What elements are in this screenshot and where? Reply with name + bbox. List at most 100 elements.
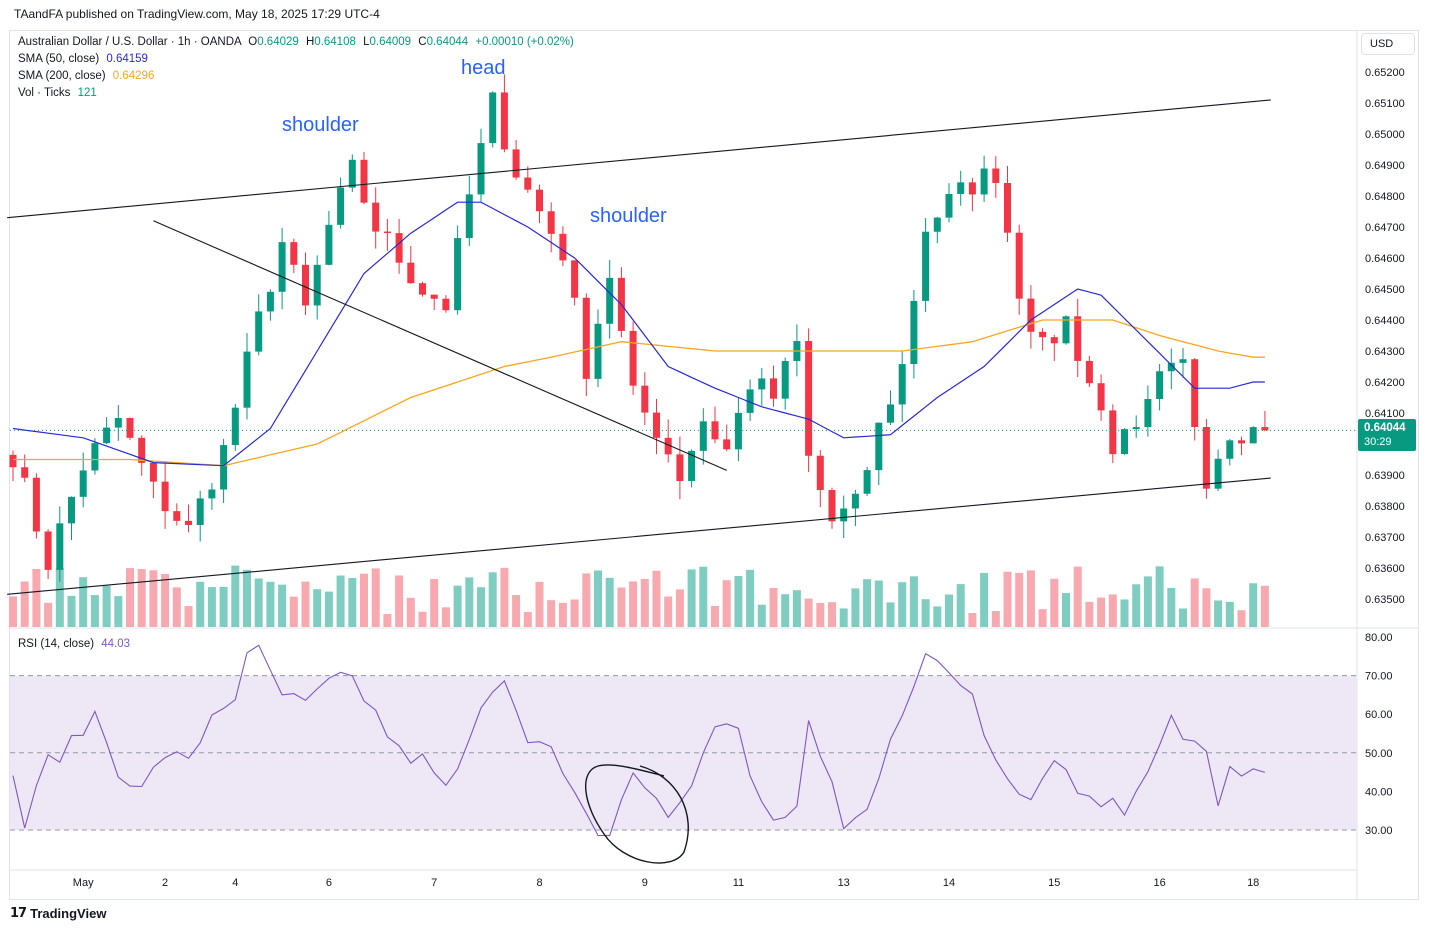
legend-sma200[interactable]: SMA (200, close) 0.64296	[18, 70, 154, 82]
legend-high-label: H	[305, 36, 315, 48]
candle-body	[758, 378, 766, 390]
legend-high: 0.64108	[314, 36, 356, 48]
candle-body	[933, 217, 941, 232]
volume-bar	[1120, 599, 1129, 627]
candle	[278, 227, 286, 310]
volume-bar	[769, 587, 778, 627]
candle	[1238, 436, 1245, 456]
candle-body	[21, 467, 29, 478]
candle	[957, 170, 965, 206]
candle-body	[1050, 337, 1058, 344]
legend-symbol[interactable]: Australian Dollar / U.S. Dollar · 1h · O…	[18, 36, 242, 48]
candle	[571, 260, 579, 306]
volume-bar	[465, 577, 474, 627]
candle	[875, 422, 883, 486]
candle	[980, 155, 988, 203]
rsi-tick-label: 70.00	[1365, 671, 1393, 683]
candle-body	[582, 297, 590, 379]
candle	[945, 183, 953, 223]
legend-close-label: C	[418, 36, 427, 48]
candle	[1004, 165, 1011, 243]
volume-bar	[289, 596, 298, 627]
volume-bar	[886, 602, 895, 627]
candle-body	[220, 445, 228, 490]
candle	[1261, 410, 1269, 432]
volume-bar	[804, 598, 813, 627]
time-axis-ticks: May 2 4 6 7 8 9 11 13 14 15 16 18	[73, 877, 1260, 889]
tradingview-brand[interactable]: 𝟭𝟳 TradingView	[10, 905, 106, 921]
candle-body	[1179, 359, 1187, 363]
price-tick-label: 0.63900	[1365, 470, 1405, 482]
candle	[325, 210, 333, 266]
candle	[196, 490, 204, 542]
candle-body	[992, 168, 1000, 183]
candle-body	[547, 211, 555, 234]
volume-bar	[781, 594, 790, 627]
candle-body	[395, 233, 403, 263]
volume-bar	[757, 604, 766, 627]
candle-body	[1249, 427, 1257, 444]
time-tick-label: 14	[943, 877, 955, 889]
volume-bar	[828, 602, 836, 627]
rsi-line	[12, 644, 1266, 837]
candle-body	[56, 523, 64, 570]
currency-button[interactable]: USD	[1361, 33, 1415, 55]
candle	[1191, 357, 1199, 441]
price-tick-label: 0.65200	[1365, 67, 1405, 79]
volume-bar	[851, 588, 860, 627]
candle-body	[185, 520, 192, 525]
candle	[863, 466, 871, 496]
candle-body	[1167, 362, 1175, 372]
candle-body	[1191, 359, 1199, 428]
candle-body	[641, 385, 649, 413]
volume-bar	[570, 599, 579, 627]
legend-low-label: L	[363, 36, 370, 48]
sma50-label: SMA (50, close)	[18, 53, 100, 65]
volume-bar	[1214, 600, 1223, 627]
candle-body	[559, 233, 567, 261]
legend-volume[interactable]: Vol · Ticks 121	[18, 87, 97, 99]
candle	[968, 177, 976, 212]
sma50-value: 0.64159	[106, 53, 148, 65]
price-tick-label: 0.64900	[1365, 160, 1405, 172]
legend-rsi[interactable]: RSI (14, close) 44.03	[18, 638, 130, 650]
candle	[255, 294, 263, 356]
candle	[337, 177, 345, 229]
candle-body	[746, 389, 754, 413]
candle	[56, 506, 64, 582]
candle-body	[114, 418, 122, 428]
candle-body	[477, 143, 485, 195]
candle	[91, 438, 99, 475]
rsi-tick-label: 30.00	[1365, 825, 1393, 837]
volume-bar	[1003, 571, 1012, 627]
candle-body	[103, 427, 111, 444]
price-tick-label: 0.64100	[1365, 408, 1405, 420]
candle-body	[594, 323, 602, 379]
candle-body	[372, 202, 380, 232]
volume-bar	[79, 577, 88, 627]
legend-sma50[interactable]: SMA (50, close) 0.64159	[18, 53, 148, 65]
volume-bar	[816, 602, 825, 627]
volume-bars	[9, 565, 1269, 627]
volume-bar	[909, 576, 918, 627]
candle	[711, 406, 719, 444]
candle	[243, 333, 251, 420]
candle-body	[1027, 298, 1035, 332]
candle	[512, 139, 520, 180]
volume-bar	[1143, 576, 1152, 627]
legend-close: 0.64044	[426, 36, 469, 48]
volume-label: Vol · Ticks	[18, 87, 71, 99]
candle-body	[1004, 182, 1011, 233]
candle	[1050, 334, 1058, 361]
volume-bar	[395, 575, 404, 627]
time-tick-label: 9	[642, 877, 648, 889]
candle-body	[699, 421, 707, 451]
price-tick-label: 0.65000	[1365, 129, 1405, 141]
candle	[688, 449, 696, 488]
volume-bar	[558, 602, 567, 627]
candle-body	[922, 231, 930, 301]
volume-bar	[746, 569, 755, 627]
candle	[594, 309, 602, 388]
volume-bar	[371, 568, 380, 627]
